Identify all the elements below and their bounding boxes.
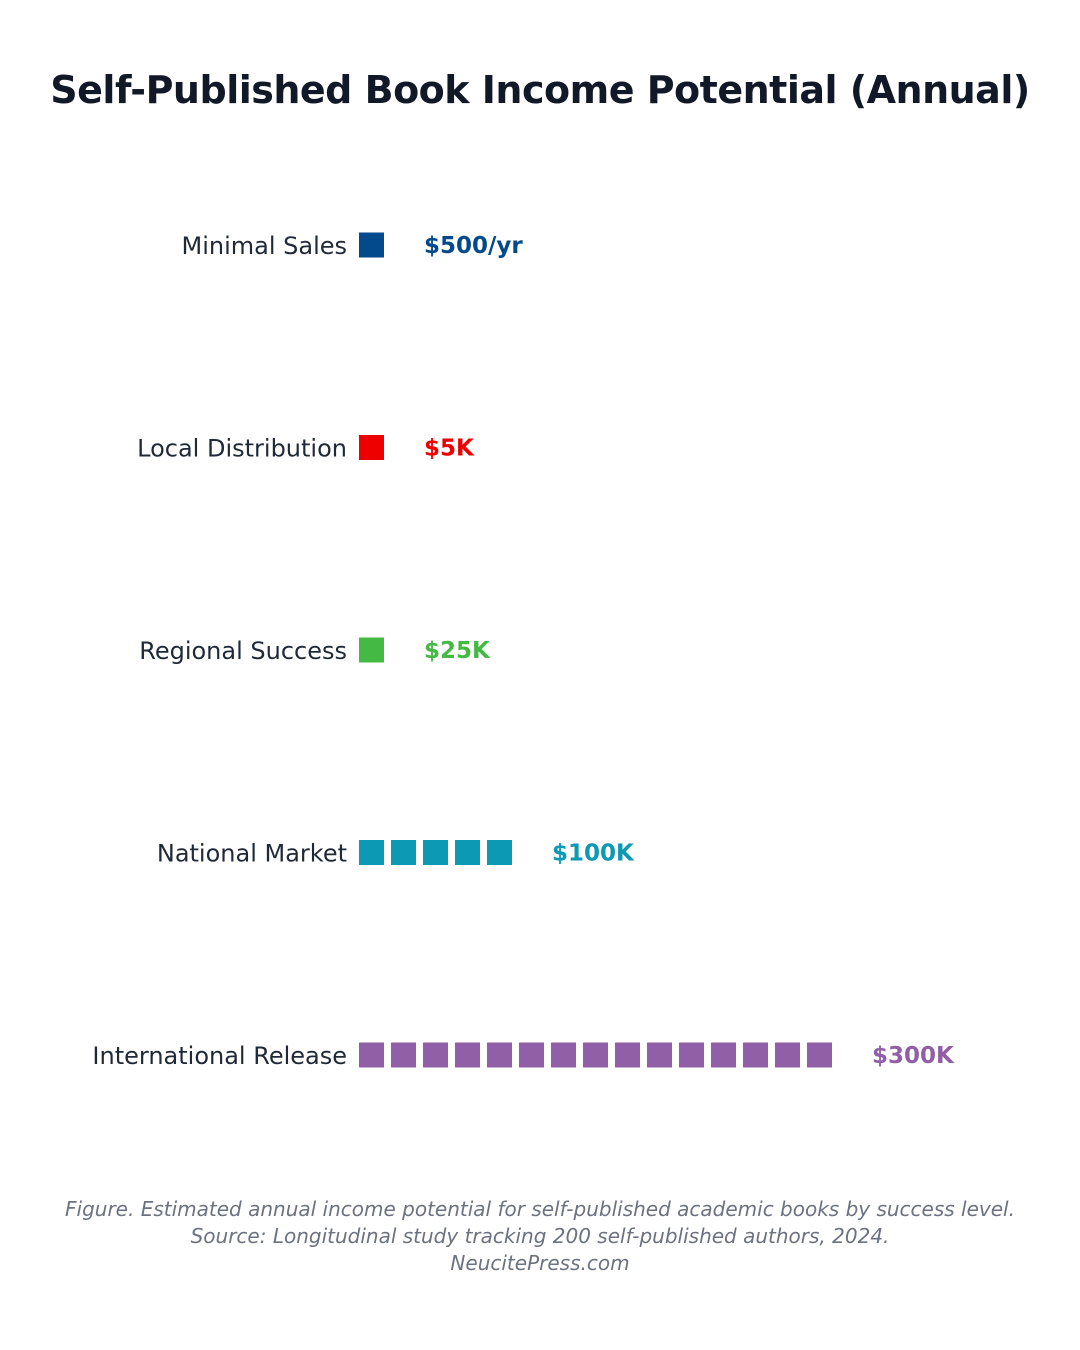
pictogram-square [423,1042,448,1068]
pictogram-square [583,1042,608,1068]
caption-publisher: NeucitePress.com [450,1251,630,1275]
pictogram-square [391,1042,416,1068]
value-label: $300K [872,1043,955,1069]
pictogram-square [615,1042,640,1068]
pictogram-square [775,1042,800,1068]
value-label: $25K [424,638,491,664]
figure-caption: Figure. Estimated annual income potentia… [0,1196,1080,1277]
category-label: National Market [157,840,347,868]
pictogram-square [743,1042,768,1068]
pictogram-square [359,840,384,865]
pictogram-square [359,637,384,663]
pictogram-square [551,1042,576,1068]
value-label: $5K [424,436,475,462]
caption-description: Figure. Estimated annual income potentia… [65,1197,1015,1221]
value-label: $100K [552,841,635,867]
pictogram-square [487,840,512,865]
pictogram-square [647,1042,672,1068]
pictogram-square [487,1042,512,1068]
pictogram-square [519,1042,544,1068]
chart: Minimal Sales $500/yr Local Distribution $5… [92,232,955,1070]
chart-title: Self-Published Book Income Potential (An… [50,68,1030,112]
category-label: Local Distribution [137,435,347,463]
category-label: Regional Success [139,637,347,665]
pictogram-square [391,840,416,865]
category-label: International Release [92,1042,347,1070]
category-label: Minimal Sales [181,232,347,260]
pictogram-square [359,435,384,460]
pictogram-square [423,840,448,865]
pictogram-square [679,1042,704,1068]
pictogram-square [455,1042,480,1068]
pictogram-square [359,232,384,258]
caption-source: Source: Longitudinal study tracking 200 … [190,1224,890,1248]
pictogram-square [455,840,480,865]
pictogram-square [807,1042,832,1068]
pictogram-square [711,1042,736,1068]
pictogram-square [359,1042,384,1068]
value-label: $500/yr [424,233,523,259]
